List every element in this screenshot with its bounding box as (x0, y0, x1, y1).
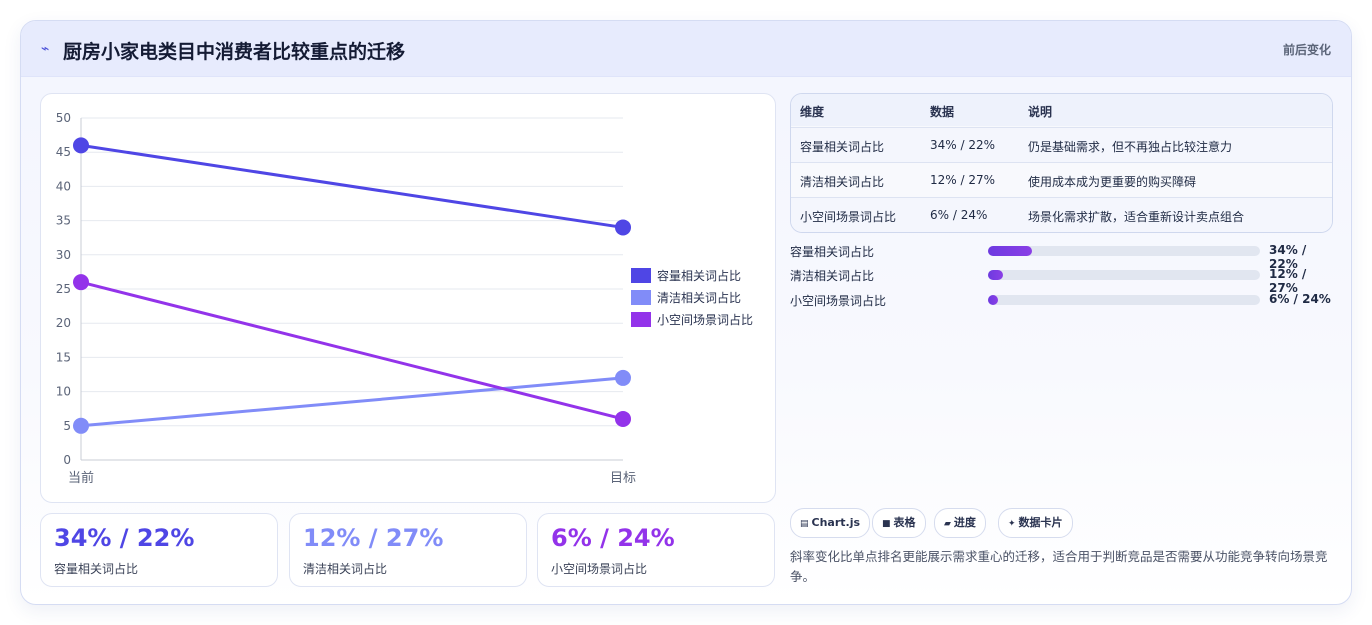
table-header-cell: 维度 (800, 105, 825, 119)
chip-data-card[interactable]: ✦ 数据卡片 (998, 508, 1073, 538)
progress-label: 小空间场景词占比 (790, 294, 887, 308)
stat-label: 小空间场景词占比 (551, 562, 648, 576)
progress-icon: ▰ (944, 519, 951, 529)
progress-fill (988, 295, 998, 305)
slope-chart: 0 5 10 15 20 25 30 35 40 45 50 当前 目标 容量相关词占比清洁相关词占比小空… (56, 111, 753, 486)
table-cell: 小空间场景词占比 (800, 210, 897, 224)
progress-track (988, 270, 1260, 280)
card-header: ⌁ 厨房小家电类目中消费者比较重点的迁移 前后变化 (21, 21, 1351, 77)
y-tick-label: 5 (63, 419, 71, 433)
legend-label: 清洁相关词占比 (657, 290, 741, 305)
data-point (73, 274, 89, 291)
table-icon: ■ (882, 519, 891, 529)
chart-icon: ▤ (800, 519, 809, 529)
chip-label: 表格 (893, 516, 916, 529)
x-tick-label: 目标 (610, 471, 636, 486)
chip-progress[interactable]: ▰ 进度 (934, 508, 986, 538)
y-tick-label: 35 (56, 214, 71, 228)
y-tick-label: 45 (56, 145, 71, 159)
progress-row-capacity: 容量相关词占比 34% / 22% (790, 242, 1331, 271)
series-line (80, 143, 624, 229)
table-cell: 清洁相关词占比 (800, 175, 885, 189)
stat-card-capacity: 34% / 22% 容量相关词占比 (40, 513, 278, 587)
y-tick-label: 15 (56, 350, 71, 364)
footnote-text: 斜率变化比单点排名更能展示需求重心的迁移，适合用于判断竞品是否需要从功能竞争转向… (790, 549, 1328, 584)
legend-swatch (631, 268, 651, 283)
y-tick-label: 30 (56, 248, 71, 262)
progress-value: 12% / 27% (1269, 267, 1307, 295)
y-tick-label: 20 (56, 316, 71, 330)
y-tick-label: 50 (56, 111, 71, 125)
progress-label: 清洁相关词占比 (790, 269, 875, 283)
table-cell: 12% / 27% (930, 173, 996, 187)
progress-value: 6% / 24% (1269, 292, 1331, 306)
progress-label: 容量相关词占比 (790, 245, 875, 259)
chip-table[interactable]: ■ 表格 (872, 508, 926, 538)
table-cell: 6% / 24% (930, 208, 988, 222)
y-tick-label: 10 (56, 385, 71, 399)
stat-label: 清洁相关词占比 (303, 562, 388, 576)
x-tick-label: 当前 (68, 470, 94, 486)
table-cell: 使用成本成为更重要的购买障碍 (1028, 175, 1197, 189)
stat-label: 容量相关词占比 (54, 562, 139, 576)
chip-label: 进度 (953, 516, 976, 529)
chip-chartjs[interactable]: ▤ Chart.js (790, 508, 871, 538)
table-row: 小空间场景词占比 6% / 24% 场景化需求扩散，适合重新设计卖点组合 (791, 197, 1332, 232)
data-point (615, 369, 631, 386)
progress-track (988, 295, 1260, 305)
legend-swatch (631, 290, 651, 305)
data-point (615, 410, 631, 427)
data-point (615, 219, 631, 236)
table-row: 容量相关词占比 34% / 22% 仍是基础需求，但不再独占比较注意力 (791, 127, 1332, 162)
series-line (80, 376, 624, 428)
y-tick-label: 25 (56, 282, 71, 296)
table-cell: 容量相关词占比 (800, 140, 885, 154)
stat-value: 34% / 22% (54, 524, 195, 552)
chip-label: 数据卡片 (1018, 516, 1063, 529)
table-header-cell: 数据 (930, 105, 955, 119)
progress-row-small-space: 小空间场景词占比 6% / 24% (790, 291, 1331, 309)
progress-track (988, 246, 1260, 256)
data-point (73, 137, 89, 154)
legend-label: 小空间场景词占比 (657, 312, 753, 327)
series-line (80, 280, 624, 421)
data-point (73, 417, 89, 434)
legend-swatch (631, 312, 651, 327)
progress-row-cleaning: 清洁相关词占比 12% / 27% (790, 266, 1331, 295)
progress-fill (988, 270, 1003, 280)
card-icon: ✦ (1008, 519, 1016, 529)
sparkle-icon: ⌁ (41, 41, 50, 57)
legend-label: 容量相关词占比 (657, 268, 741, 283)
chip-label: Chart.js (811, 516, 861, 529)
header-tag: 前后变化 (1282, 43, 1331, 57)
y-tick-label: 40 (56, 179, 71, 193)
progress-fill (988, 246, 1032, 256)
table-cell: 场景化需求扩散，适合重新设计卖点组合 (1028, 210, 1245, 224)
data-table: 维度 数据 说明 容量相关词占比 34% / 22% 仍是基础需求，但不再独占比… (790, 93, 1333, 233)
stat-card-cleaning: 12% / 27% 清洁相关词占比 (289, 513, 527, 587)
slope-chart-panel: 0 5 10 15 20 25 30 35 40 45 50 当前 目标 容量相关词占比 清洁相关词占比 小空… (40, 93, 776, 503)
progress-value: 34% / 22% (1269, 243, 1307, 271)
page-title: 厨房小家电类目中消费者比较重点的迁移 (63, 41, 406, 63)
stat-value: 6% / 24% (551, 524, 675, 552)
table-row: 清洁相关词占比 12% / 27% 使用成本成为更重要的购买障碍 (791, 162, 1332, 197)
stat-value: 12% / 27% (303, 524, 444, 552)
stat-card-small-space: 6% / 24% 小空间场景词占比 (537, 513, 775, 587)
table-header-cell: 说明 (1028, 105, 1053, 119)
main-card: ⌁ 厨房小家电类目中消费者比较重点的迁移 前后变化 0 5 10 15 20 25 30 35… (20, 20, 1352, 605)
table-header-row: 维度 数据 说明 (791, 94, 1332, 126)
table-cell: 34% / 22% (930, 138, 996, 152)
y-tick-label: 0 (63, 453, 71, 467)
table-cell: 仍是基础需求，但不再独占比较注意力 (1028, 140, 1233, 154)
